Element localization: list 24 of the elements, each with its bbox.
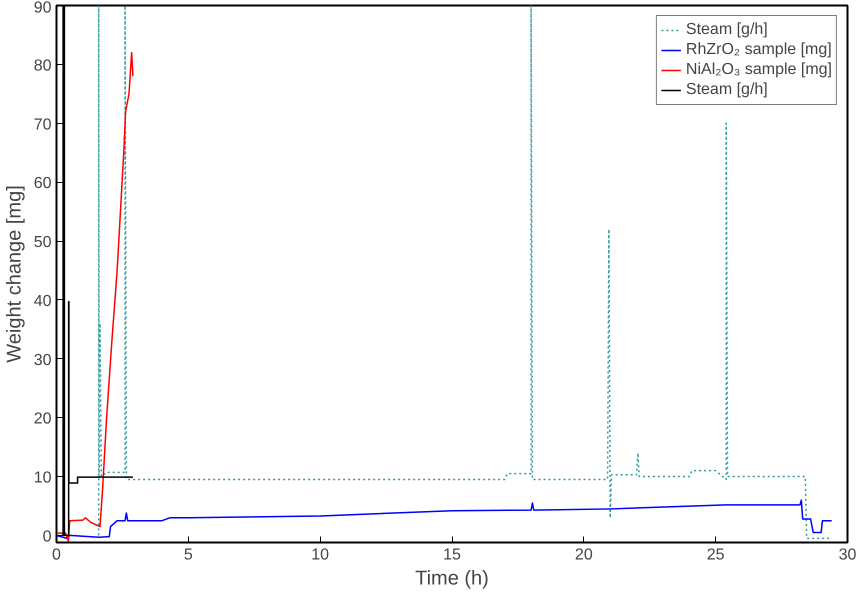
x-tick-label: 30: [838, 546, 856, 564]
y-tick-label: 0: [42, 528, 52, 546]
x-tick-label: 15: [443, 546, 461, 564]
y-tick-label: 40: [34, 292, 52, 310]
line-series: [56, 499, 832, 540]
legend-label: NiAl₂O₃ sample [mg]: [686, 61, 832, 79]
y-tick-label: 10: [34, 470, 52, 487]
legend-label: RhZrO₂ sample [mg]: [686, 41, 832, 59]
legend-label: Steam [g/h]: [686, 21, 768, 39]
x-tick-label: 10: [311, 546, 330, 564]
y-tick-label: 20: [34, 410, 52, 428]
y-tick-label: 90: [34, 0, 52, 16]
y-tick-label: 80: [34, 57, 52, 74]
legend-label: Steam [g/h]: [686, 81, 768, 99]
y-tick-label: 60: [34, 175, 52, 192]
y-axis-title: Weight change [mg]: [4, 185, 26, 363]
x-tick-label: 20: [574, 546, 593, 564]
y-tick-label: 50: [34, 234, 52, 252]
y-tick-label: 70: [34, 116, 52, 134]
x-tick-label: 25: [706, 546, 725, 564]
line-series: [98, 6, 830, 540]
x-tick-label: 5: [184, 546, 193, 564]
y-tick-label: 30: [34, 352, 52, 369]
x-axis-title: Time (h): [415, 568, 489, 590]
